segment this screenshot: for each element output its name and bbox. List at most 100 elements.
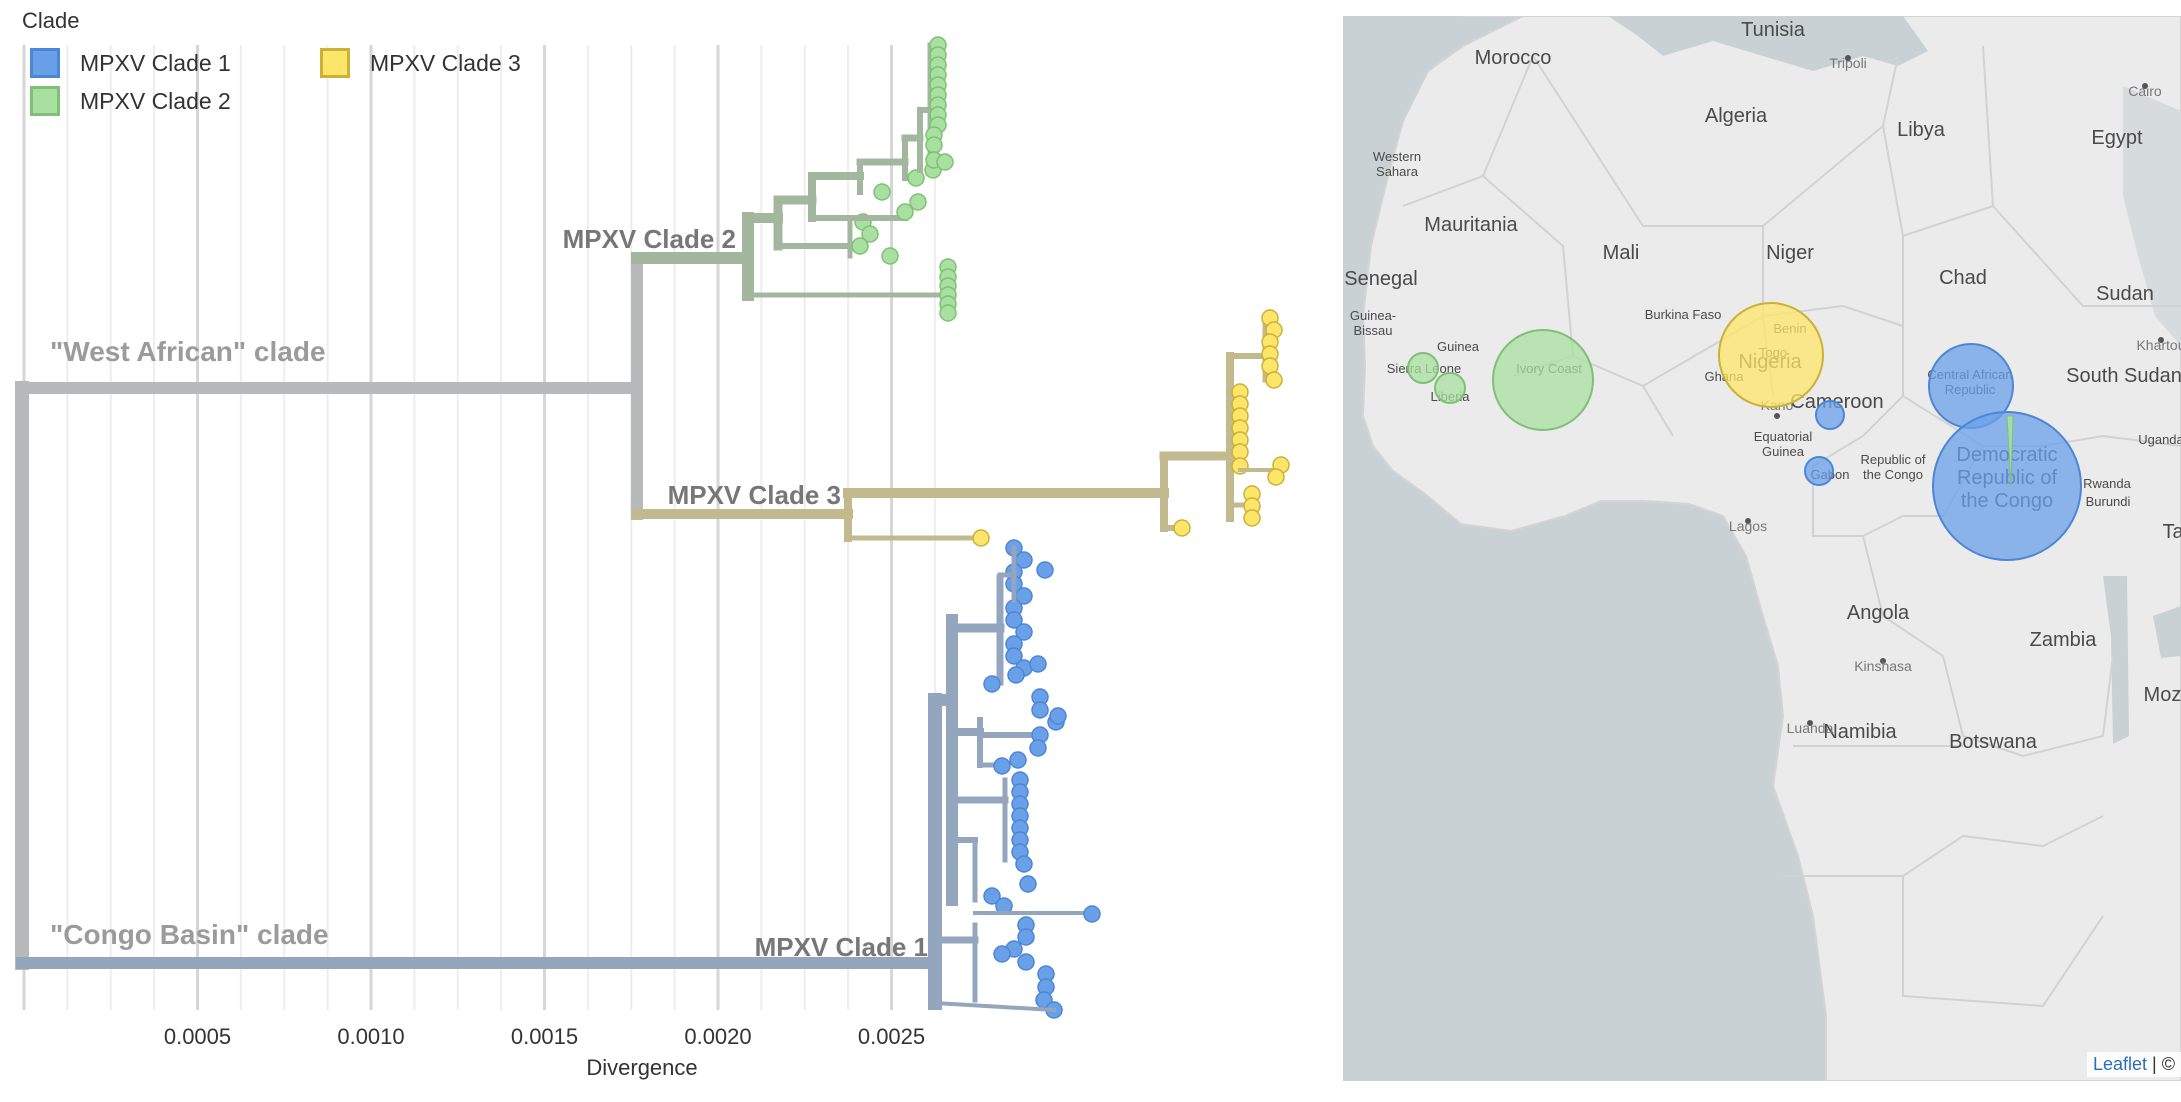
tree-tip[interactable]	[896, 203, 914, 221]
tree-tip[interactable]	[939, 304, 957, 322]
tree-tip[interactable]	[983, 675, 1001, 693]
tree-tip[interactable]	[861, 225, 879, 243]
map-circle-gabon[interactable]	[1804, 456, 1834, 486]
tree-tip[interactable]	[1049, 707, 1067, 725]
tree-tip[interactable]	[1029, 655, 1047, 673]
tree-branch[interactable]	[932, 1000, 1057, 1013]
tree-tip[interactable]	[1005, 611, 1023, 629]
tree-tip[interactable]	[1031, 701, 1049, 719]
city-label: Khartou	[2136, 337, 2181, 353]
map-circle-nigeria[interactable]	[1718, 302, 1824, 408]
tree-tip[interactable]	[972, 529, 990, 547]
congo-basin-clade-label[interactable]: "Congo Basin" clade	[50, 919, 329, 950]
map-circle-sierra-leone[interactable]	[1407, 352, 1439, 384]
map-circle-liberia[interactable]	[1434, 372, 1466, 404]
country-label: Republic of the Congo	[1860, 452, 1925, 482]
tree-tip[interactable]	[1009, 751, 1027, 769]
country-label-line: Bissau	[1353, 323, 1392, 338]
country-label-line: Morocco	[1475, 47, 1552, 69]
tree-tip[interactable]	[1017, 953, 1035, 971]
country-label-line: Burundi	[2086, 494, 2131, 509]
legend-item-clade-1[interactable]: MPXV Clade 1	[30, 48, 231, 78]
country-label-line: Libya	[1897, 119, 1946, 141]
city-label: Luanda	[1787, 720, 1834, 736]
tree-tip[interactable]	[1015, 623, 1033, 641]
tree-tip[interactable]	[983, 887, 1001, 905]
country-label-line: Chad	[1939, 267, 1987, 289]
country-label-line: Tunisia	[1741, 19, 1806, 41]
country-label: Niger	[1766, 242, 1814, 264]
country-label-line: Botswana	[1949, 731, 2038, 753]
country-border	[1402, 55, 1534, 207]
tree-tip[interactable]	[1083, 905, 1101, 923]
map-attribution: Leaflet | ©	[2086, 1052, 2181, 1077]
tree-svg[interactable]: 0.0005 0.0010 0.0015 0.0020 0.0025 Divergence…	[0, 0, 1330, 1097]
city-dot	[1845, 55, 1851, 61]
city-label: Kinshasa	[1854, 658, 1912, 674]
clade-3-label[interactable]: MPXV Clade 3	[668, 480, 841, 510]
country-label: Mauritania	[1424, 214, 1518, 236]
tree-tip[interactable]	[1243, 509, 1261, 527]
tree-tip[interactable]	[881, 247, 899, 265]
axis-label: Divergence	[586, 1055, 697, 1080]
city-label: Lagos	[1729, 518, 1767, 534]
tree-tip[interactable]	[909, 193, 927, 211]
legend-item-clade-2[interactable]: MPXV Clade 2	[30, 86, 231, 116]
country-border	[1783, 815, 2104, 877]
tree-tip[interactable]	[1017, 928, 1035, 946]
country-label-line: Sahara	[1376, 164, 1419, 179]
clade-2-label[interactable]: MPXV Clade 2	[563, 224, 736, 254]
west-african-clade-label[interactable]: "West African" clade	[50, 336, 326, 367]
lake-tanganyika	[2103, 576, 2129, 744]
city-dot	[1807, 720, 1813, 726]
tree-tip[interactable]	[993, 945, 1011, 963]
tree-tip[interactable]	[851, 237, 869, 255]
tree-tip[interactable]	[936, 153, 954, 171]
country-label-line: Uganda	[2138, 432, 2181, 447]
tree-tip[interactable]	[1007, 666, 1025, 684]
tree-tip[interactable]	[1029, 739, 1047, 757]
tree-tip[interactable]	[993, 757, 1011, 775]
tree-tip[interactable]	[1173, 519, 1191, 537]
country-label: South Sudan	[2066, 365, 2181, 387]
country-label-line: Mali	[1603, 242, 1640, 264]
country-border	[1982, 45, 2181, 307]
city-dot	[1880, 658, 1886, 664]
map-circle-cameroon[interactable]	[1815, 400, 1845, 430]
tree-tip[interactable]	[1019, 875, 1037, 893]
country-label: Moza	[2144, 684, 2181, 706]
country-label-line: Guinea	[1762, 444, 1805, 459]
country-border	[1532, 55, 1764, 316]
tree-tip[interactable]	[1005, 647, 1023, 665]
country-label-line: Egypt	[2091, 127, 2143, 149]
legend-label-clade-2: MPXV Clade 2	[80, 87, 231, 114]
country-label: Morocco	[1475, 47, 1552, 69]
axis-tick-label: 0.0025	[858, 1024, 925, 1049]
country-border	[1902, 876, 2104, 1008]
tree-tip[interactable]	[1015, 855, 1033, 873]
map-circle-ivory-coast[interactable]	[1492, 329, 1594, 431]
country-label: Burkina Faso	[1645, 307, 1722, 322]
legend-item-clade-3[interactable]: MPXV Clade 3	[320, 48, 521, 78]
map-svg[interactable]: Tunisia Morocco Algeria Libya Egypt Western Sa…	[1343, 16, 2181, 1081]
tree-tip[interactable]	[1265, 371, 1283, 389]
map-wedge-clade-2[interactable]	[2006, 415, 2014, 487]
leaflet-link[interactable]: Leaflet	[2092, 1054, 2148, 1074]
tree-tip[interactable]	[925, 136, 943, 154]
country-label: Ta	[2162, 521, 2181, 543]
country-label: Tunisia	[1741, 19, 1806, 41]
map-circle-democratic-republic-of-the-congo[interactable]	[1932, 411, 2082, 561]
clade-1-label[interactable]: MPXV Clade 1	[755, 932, 928, 962]
legend-title: Clade	[22, 8, 80, 33]
country-label-line: Guinea	[1437, 339, 1480, 354]
tree-tip[interactable]	[873, 183, 891, 201]
tree-tip[interactable]	[1267, 468, 1285, 486]
tree-tip[interactable]	[1036, 561, 1054, 579]
country-label: Angola	[1847, 602, 1910, 624]
country-label-line: Namibia	[1823, 721, 1897, 743]
city-dot	[1745, 518, 1751, 524]
tree-tip[interactable]	[907, 169, 925, 187]
map-panel[interactable]: Tunisia Morocco Algeria Libya Egypt Western Sa…	[1343, 16, 2181, 1081]
country-border	[1482, 175, 1574, 357]
